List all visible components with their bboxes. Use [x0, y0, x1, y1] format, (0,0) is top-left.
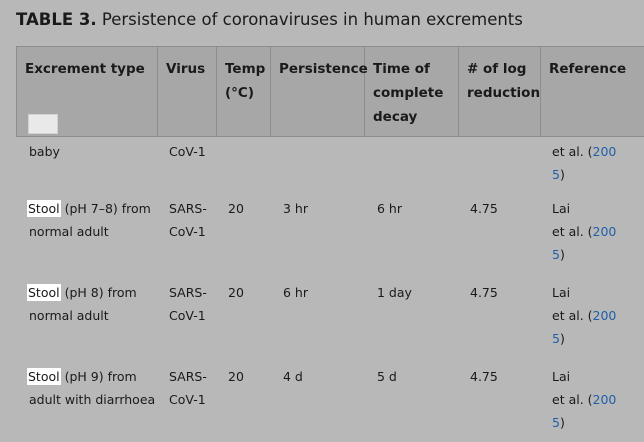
cell-log-reduction: 4.75 — [470, 369, 498, 384]
cell-excrement: baby — [29, 144, 60, 159]
excrement-detail: (pH 9) from — [60, 369, 137, 384]
cell-temp: 20 — [228, 285, 244, 300]
header-reference-label: Reference — [549, 61, 627, 77]
reference-suffix: ) — [559, 331, 565, 346]
cell-virus: CoV-1 — [169, 144, 206, 159]
header-temp-label-line1: Temp — [225, 61, 266, 77]
search-highlight: Stool — [27, 368, 61, 385]
cell-excrement-line1: Stool (pH 9) from — [27, 365, 137, 388]
cell-excrement-line2: normal adult — [29, 308, 109, 323]
header-reference[interactable]: Reference — [541, 47, 644, 137]
table-caption-text: Persistence of coronaviruses in human ex… — [96, 10, 523, 29]
reference-suffix: ) — [559, 167, 565, 182]
reference-year-link-cont[interactable]: 5 — [552, 167, 560, 182]
data-table: Excrement type Virus Temp (°C) Persisten… — [16, 46, 644, 442]
cell-reference-line3: 5) — [552, 243, 565, 266]
reference-suffix: ) — [559, 247, 565, 262]
reference-prefix: et al. ( — [552, 308, 593, 323]
cell-excrement-line1: Stool (pH 7–8) from — [27, 197, 151, 220]
cell-reference-line1: Lai — [552, 285, 571, 300]
cell-log-reduction: 4.75 — [470, 285, 498, 300]
header-persistence[interactable]: Persistence — [271, 47, 368, 137]
header-log-reduction[interactable]: # of log reduction — [459, 47, 541, 137]
cell-decay: 6 hr — [377, 201, 402, 216]
cell-decay: 5 d — [377, 369, 397, 384]
header-log-label-line2: reduction — [467, 85, 541, 101]
header-time-of-decay[interactable]: Time of complete decay — [365, 47, 459, 137]
cell-reference-line3: 5) — [552, 327, 565, 350]
cell-reference-line3: 5) — [552, 411, 565, 434]
header-filter-checkbox[interactable] — [28, 114, 58, 134]
header-virus-label: Virus — [166, 61, 206, 77]
reference-suffix: ) — [559, 415, 565, 430]
cell-excrement-line1: Stool (pH 8) from — [27, 281, 137, 304]
excrement-detail: (pH 7–8) from — [60, 201, 151, 216]
reference-prefix: et al. ( — [552, 224, 593, 239]
cell-virus-line1: SARS- — [169, 285, 207, 300]
cell-temp: 20 — [228, 201, 244, 216]
header-decay-label-line2: complete — [373, 85, 444, 101]
cell-persistence: 6 hr — [283, 285, 308, 300]
reference-prefix: et al. ( — [552, 144, 593, 159]
reference-year-link-cont[interactable]: 5 — [552, 331, 560, 346]
header-decay-label-line3: decay — [373, 109, 418, 125]
cell-reference-line1: et al. (200 — [552, 140, 616, 163]
cell-reference-line1: Lai — [552, 369, 571, 384]
table-caption: TABLE 3. Persistence of coronaviruses in… — [16, 9, 523, 31]
header-persistence-label: Persistence — [279, 61, 368, 77]
table-caption-label: TABLE 3. — [16, 10, 97, 29]
cell-persistence: 3 hr — [283, 201, 308, 216]
header-virus[interactable]: Virus — [158, 47, 217, 137]
reference-year-link[interactable]: 200 — [592, 224, 617, 239]
excrement-detail: (pH 8) from — [60, 285, 137, 300]
cell-excrement-line2: adult with diarrhoea — [29, 392, 156, 407]
search-highlight: Stool — [27, 284, 61, 301]
cell-excrement-line2: normal adult — [29, 224, 109, 239]
cell-temp: 20 — [228, 369, 244, 384]
reference-year-link[interactable]: 200 — [592, 144, 617, 159]
cell-virus-line2: CoV-1 — [169, 308, 206, 323]
cell-virus-line2: CoV-1 — [169, 224, 206, 239]
cell-log-reduction: 4.75 — [470, 201, 498, 216]
header-decay-label-line1: Time of — [373, 61, 430, 77]
cell-reference-line2: et al. (200 — [552, 304, 616, 327]
cell-reference-line2: et al. (200 — [552, 220, 616, 243]
reference-prefix: et al. ( — [552, 392, 593, 407]
cell-virus-line2: CoV-1 — [169, 392, 206, 407]
table-header-row: Excrement type Virus Temp (°C) Persisten… — [16, 46, 644, 137]
cell-virus-line1: SARS- — [169, 369, 207, 384]
header-log-label-line1: # of log — [467, 61, 527, 77]
cell-virus-line1: SARS- — [169, 201, 207, 216]
search-highlight: Stool — [27, 200, 61, 217]
header-temp[interactable]: Temp (°C) — [217, 47, 271, 137]
reference-year-link-cont[interactable]: 5 — [552, 247, 560, 262]
reference-year-link-cont[interactable]: 5 — [552, 415, 560, 430]
cell-persistence: 4 d — [283, 369, 303, 384]
header-excrement-type[interactable]: Excrement type — [17, 47, 158, 137]
reference-year-link[interactable]: 200 — [592, 392, 617, 407]
cell-reference-line1: Lai — [552, 201, 571, 216]
cell-reference-line2: 5) — [552, 163, 565, 186]
cell-decay: 1 day — [377, 285, 412, 300]
header-excrement-type-label: Excrement type — [25, 61, 145, 77]
cell-reference-line2: et al. (200 — [552, 388, 616, 411]
header-temp-label-line2: (°C) — [225, 85, 254, 101]
reference-year-link[interactable]: 200 — [592, 308, 617, 323]
